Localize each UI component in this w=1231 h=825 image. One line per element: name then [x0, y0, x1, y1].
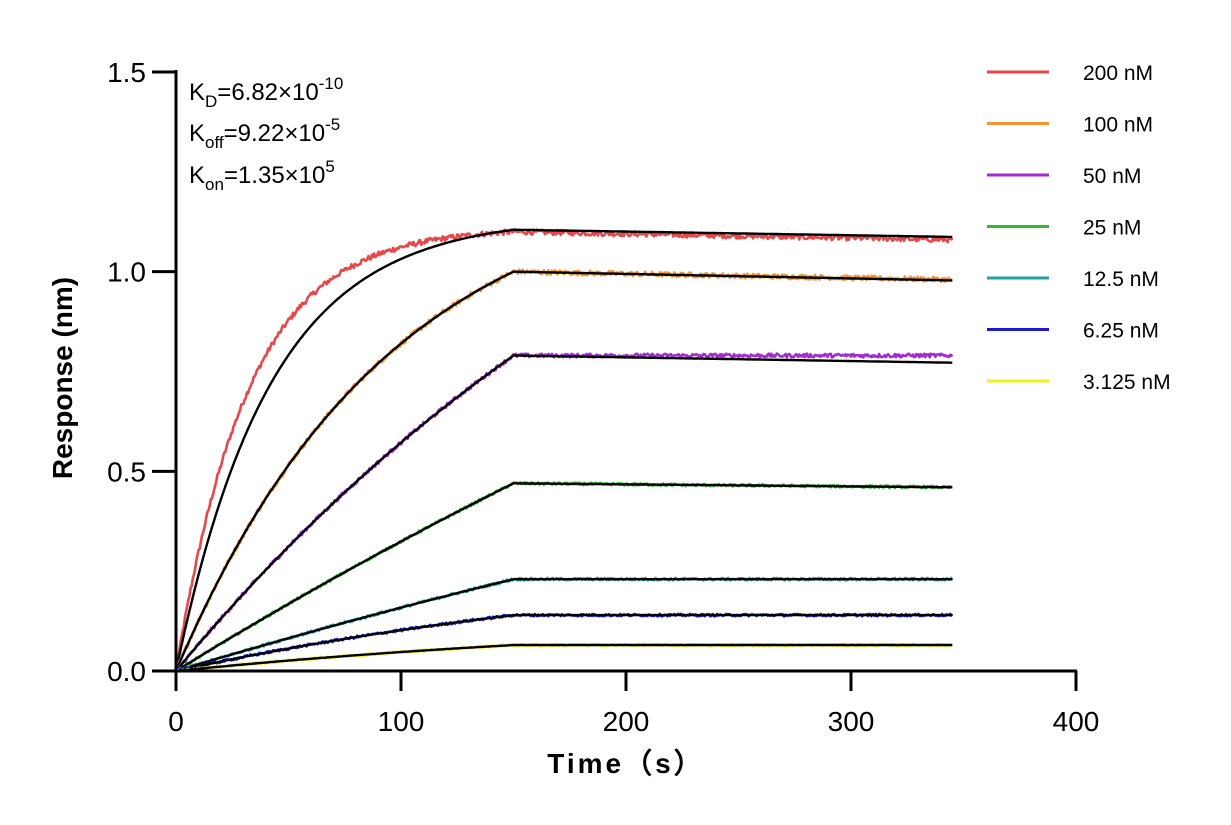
legend-label: 6.25 nM [1083, 320, 1159, 343]
series-line [174, 268, 953, 672]
fit-line [175, 482, 953, 673]
fit-line [174, 228, 953, 672]
series-line [174, 352, 954, 672]
legend-label: 100 nM [1083, 114, 1153, 137]
x-tick-label: 400 [1053, 706, 1100, 737]
y-axis-title: Response (nm) [47, 277, 78, 479]
y-tick-label: 0.5 [107, 456, 146, 487]
fit-line [175, 613, 953, 673]
fit-line [174, 270, 953, 672]
legend-label: 50 nM [1083, 165, 1141, 188]
series-line [175, 480, 953, 673]
series-line [174, 228, 954, 672]
y-tick-label: 1.0 [107, 257, 146, 288]
legend-label: 25 nM [1083, 217, 1141, 240]
fit-line [175, 578, 953, 673]
x-tick-label: 0 [168, 706, 184, 737]
x-tick-label: 100 [378, 706, 425, 737]
kon-annotation: Kon=1.35×105 [189, 157, 335, 194]
legend: 200 nM 100 nM 50 nM 25 nM 12.5 nM 6.25 nM 3.12… [987, 62, 1171, 394]
koff-annotation: Koff=9.22×10-5 [189, 115, 340, 152]
curves-layer [174, 228, 954, 673]
y-tick-label: 0.0 [107, 656, 146, 687]
y-tick-label: 1.5 [107, 57, 146, 88]
legend-label: 3.125 nM [1083, 371, 1171, 394]
fit-line [175, 354, 953, 672]
series-line [175, 576, 954, 673]
axes-layer [174, 70, 1077, 673]
kd-annotation: KD=6.82×10-10 [189, 74, 343, 111]
kinetics-annotations: KD=6.82×10-10 Koff=9.22×10-5 Kon=1.35×10… [189, 74, 343, 194]
fit-line [175, 643, 953, 673]
x-tick-label: 200 [603, 706, 650, 737]
legend-label: 200 nM [1083, 62, 1153, 85]
legend-label: 12.5 nM [1083, 268, 1159, 291]
x-tick-label: 300 [828, 706, 875, 737]
x-axis-title: Time（s） [547, 747, 704, 779]
ticks-layer: 0 100 200 300 400 0.0 0.5 1.0 1.5 [107, 57, 1099, 737]
